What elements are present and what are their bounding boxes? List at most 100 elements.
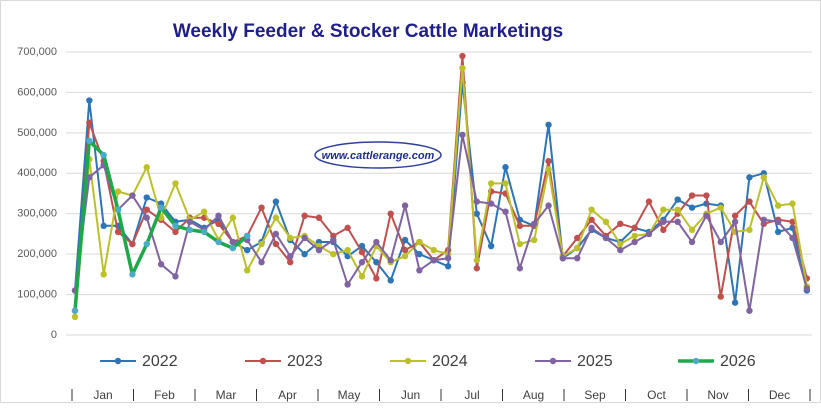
y-tick-label: 0 bbox=[51, 329, 57, 341]
x-tick-label: Jul bbox=[464, 388, 479, 402]
point bbox=[86, 97, 93, 104]
point bbox=[344, 224, 351, 232]
point bbox=[157, 261, 165, 268]
point bbox=[760, 174, 767, 181]
point bbox=[287, 234, 294, 242]
point bbox=[358, 248, 366, 256]
point bbox=[545, 121, 552, 128]
point bbox=[387, 257, 394, 264]
point bbox=[531, 236, 538, 244]
point bbox=[215, 220, 222, 228]
point bbox=[172, 222, 179, 230]
point bbox=[574, 234, 581, 242]
point bbox=[416, 238, 423, 246]
point bbox=[516, 265, 524, 272]
point bbox=[401, 252, 409, 260]
point bbox=[129, 192, 136, 199]
point bbox=[674, 206, 681, 213]
point bbox=[545, 157, 552, 165]
x-tick-label: Nov bbox=[707, 388, 728, 402]
point bbox=[487, 242, 495, 250]
x-tick-label: Sep bbox=[584, 388, 606, 402]
point bbox=[229, 214, 237, 221]
point bbox=[287, 252, 294, 260]
point bbox=[789, 200, 796, 207]
point bbox=[114, 206, 122, 213]
point bbox=[272, 198, 280, 205]
series-line bbox=[74, 133, 808, 312]
point bbox=[272, 240, 280, 248]
point bbox=[746, 307, 753, 314]
point bbox=[703, 192, 710, 199]
point bbox=[602, 218, 610, 225]
point bbox=[631, 238, 638, 246]
x-tick-label: Mar bbox=[216, 388, 237, 402]
point bbox=[229, 238, 237, 246]
y-tick-label: 500,000 bbox=[17, 127, 57, 139]
point bbox=[660, 226, 667, 234]
point bbox=[401, 236, 409, 244]
point bbox=[731, 212, 739, 219]
legend-marker bbox=[549, 357, 557, 365]
point bbox=[688, 204, 696, 211]
point bbox=[215, 212, 222, 219]
point bbox=[344, 281, 351, 288]
point bbox=[617, 240, 624, 248]
point bbox=[186, 226, 193, 234]
point bbox=[430, 246, 437, 254]
point bbox=[617, 246, 624, 254]
point bbox=[287, 259, 294, 266]
point bbox=[129, 240, 136, 248]
point bbox=[774, 202, 782, 209]
point bbox=[588, 206, 595, 213]
point bbox=[215, 238, 222, 246]
point bbox=[516, 222, 524, 230]
point bbox=[358, 259, 366, 266]
point bbox=[660, 206, 667, 213]
point bbox=[674, 218, 681, 225]
point bbox=[731, 218, 739, 225]
legend-label: 2023 bbox=[287, 353, 323, 370]
legend-label: 2024 bbox=[432, 353, 468, 370]
point bbox=[172, 180, 179, 187]
point bbox=[459, 64, 466, 72]
point bbox=[143, 206, 150, 213]
y-tick-label: 100,000 bbox=[17, 288, 57, 300]
point bbox=[301, 212, 308, 219]
point bbox=[330, 236, 337, 244]
point bbox=[114, 228, 122, 236]
point bbox=[473, 257, 480, 264]
legend-label: 2025 bbox=[577, 353, 613, 370]
point bbox=[71, 307, 79, 314]
point bbox=[416, 250, 423, 258]
point bbox=[574, 244, 581, 252]
point bbox=[401, 246, 409, 254]
legend-marker bbox=[259, 357, 267, 365]
point bbox=[200, 208, 208, 215]
legend-label: 2026 bbox=[720, 353, 756, 370]
y-tick-label: 600,000 bbox=[17, 86, 57, 98]
point bbox=[143, 214, 150, 221]
legend-marker bbox=[692, 357, 700, 365]
series-line bbox=[74, 67, 808, 317]
point bbox=[459, 131, 466, 139]
point bbox=[631, 232, 638, 240]
point bbox=[473, 210, 480, 217]
chart-title: Weekly Feeder & Stocker Cattle Marketing… bbox=[173, 21, 563, 42]
point bbox=[803, 285, 811, 292]
point bbox=[100, 271, 107, 278]
point bbox=[401, 202, 409, 209]
point bbox=[387, 210, 394, 217]
point bbox=[746, 198, 753, 205]
point bbox=[545, 166, 552, 173]
x-tick-label: Aug bbox=[523, 388, 544, 402]
point bbox=[244, 246, 251, 254]
legend-marker bbox=[114, 357, 122, 365]
point bbox=[143, 240, 150, 248]
point bbox=[688, 192, 696, 199]
y-tick-label: 400,000 bbox=[17, 167, 57, 179]
point bbox=[688, 238, 696, 246]
legend-marker bbox=[404, 357, 412, 365]
